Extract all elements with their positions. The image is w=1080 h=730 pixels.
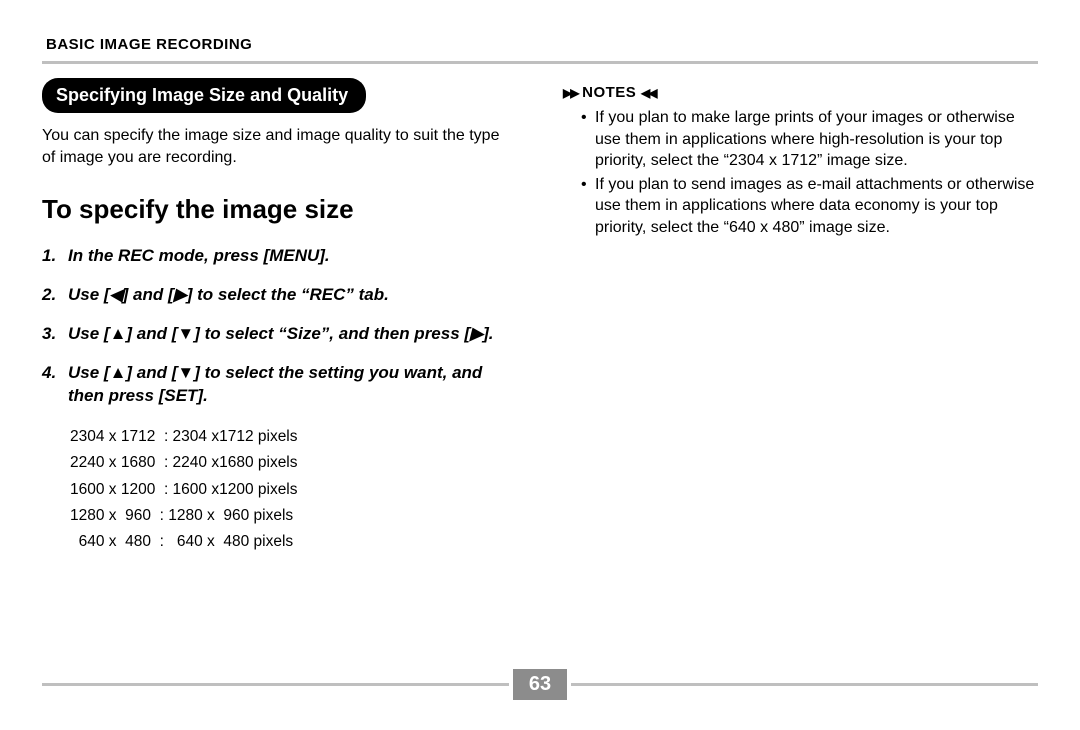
back-icon: ◀◀ — [641, 86, 655, 100]
notes-list: If you plan to make large prints of your… — [563, 107, 1038, 239]
note-text: If you plan to send images as e-mail att… — [595, 176, 1034, 236]
notes-header: ▶▶ NOTES ◀◀ — [563, 84, 1038, 101]
note-item: If you plan to send images as e-mail att… — [581, 174, 1038, 239]
header-rule — [42, 61, 1038, 64]
subheading: To specify the image size — [42, 194, 517, 225]
right-column: ▶▶ NOTES ◀◀ If you plan to make large pr… — [563, 78, 1038, 556]
footer-rule-right — [571, 683, 1038, 686]
step-item: Use [▲] and [▼] to select the setting yo… — [42, 362, 517, 408]
step-text: Use [▲] and [▼] to select the setting yo… — [68, 363, 482, 405]
topic-pill: Specifying Image Size and Quality — [42, 78, 366, 113]
page-number: 63 — [513, 669, 567, 700]
notes-label: NOTES — [582, 84, 636, 101]
left-column: Specifying Image Size and Quality You ca… — [42, 78, 517, 556]
content-columns: Specifying Image Size and Quality You ca… — [42, 78, 1038, 556]
page-footer: 63 — [42, 669, 1038, 700]
section-header: BASIC IMAGE RECORDING — [42, 36, 1038, 53]
steps-list: In the REC mode, press [MENU]. Use [◀] a… — [42, 245, 517, 408]
manual-page: BASIC IMAGE RECORDING Specifying Image S… — [0, 0, 1080, 730]
size-table: 2304 x 1712 : 2304 x1712 pixels 2240 x 1… — [42, 424, 517, 556]
forward-icon: ▶▶ — [563, 86, 577, 100]
step-text: In the REC mode, press [MENU]. — [68, 246, 330, 265]
step-item: Use [▲] and [▼] to select “Size”, and th… — [42, 323, 517, 346]
page-inner: BASIC IMAGE RECORDING Specifying Image S… — [14, 14, 1066, 716]
intro-text: You can specify the image size and image… — [42, 125, 517, 168]
step-item: In the REC mode, press [MENU]. — [42, 245, 517, 268]
note-text: If you plan to make large prints of your… — [595, 109, 1015, 169]
note-item: If you plan to make large prints of your… — [581, 107, 1038, 172]
step-item: Use [◀] and [▶] to select the “REC” tab. — [42, 284, 517, 307]
step-text: Use [▲] and [▼] to select “Size”, and th… — [68, 324, 494, 343]
footer-rule-left — [42, 683, 509, 686]
step-text: Use [◀] and [▶] to select the “REC” tab. — [68, 285, 389, 304]
